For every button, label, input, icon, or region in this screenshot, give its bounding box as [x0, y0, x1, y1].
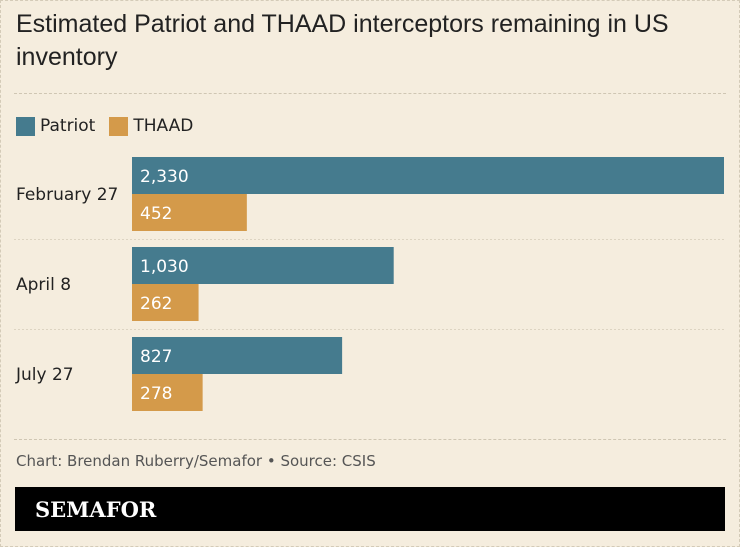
data-label-patriot-february-27: 2,330 [140, 167, 189, 187]
bar-patriot-february-27 [132, 157, 724, 194]
category-label-april-8: April 8 [16, 275, 71, 295]
bar-patriot-july-27 [132, 337, 343, 374]
legend-label-patriot: Patriot [40, 116, 96, 136]
legend-item-thaad: THAAD [109, 116, 193, 136]
legend-swatch-patriot [16, 116, 35, 136]
bar-thaad-april-8 [132, 284, 199, 321]
footer-divider [14, 439, 726, 440]
legend-item-patriot: Patriot [16, 116, 95, 136]
category-label-february-27: February 27 [16, 185, 118, 205]
bar-patriot-april-8 [132, 247, 394, 284]
data-label-patriot-july-27: 827 [140, 347, 172, 367]
bar-thaad-july-27 [132, 374, 203, 411]
footer-bar: SEMAFOR [15, 487, 725, 531]
bar-chart: February 27 2,330 452 April 8 1,030 262 July 2… [14, 157, 726, 411]
data-label-thaad-april-8: 262 [140, 294, 172, 314]
chart-credit: Chart: Brendan Ruberry/Semafor • Source:… [16, 452, 376, 470]
data-label-thaad-july-27: 278 [140, 384, 172, 404]
bar-thaad-february-27 [132, 194, 247, 231]
legend-swatch-thaad [109, 116, 129, 136]
legend-label-thaad: THAAD [133, 116, 194, 136]
title-divider [14, 93, 726, 94]
semafor-logo: SEMAFOR [35, 497, 157, 522]
category-label-july-27: July 27 [15, 365, 74, 385]
chart-title: Estimated Patriot and THAAD interceptors… [16, 10, 669, 71]
legend: Patriot THAAD [16, 116, 207, 136]
data-label-patriot-april-8: 1,030 [140, 257, 189, 277]
data-label-thaad-february-27: 452 [140, 204, 172, 224]
